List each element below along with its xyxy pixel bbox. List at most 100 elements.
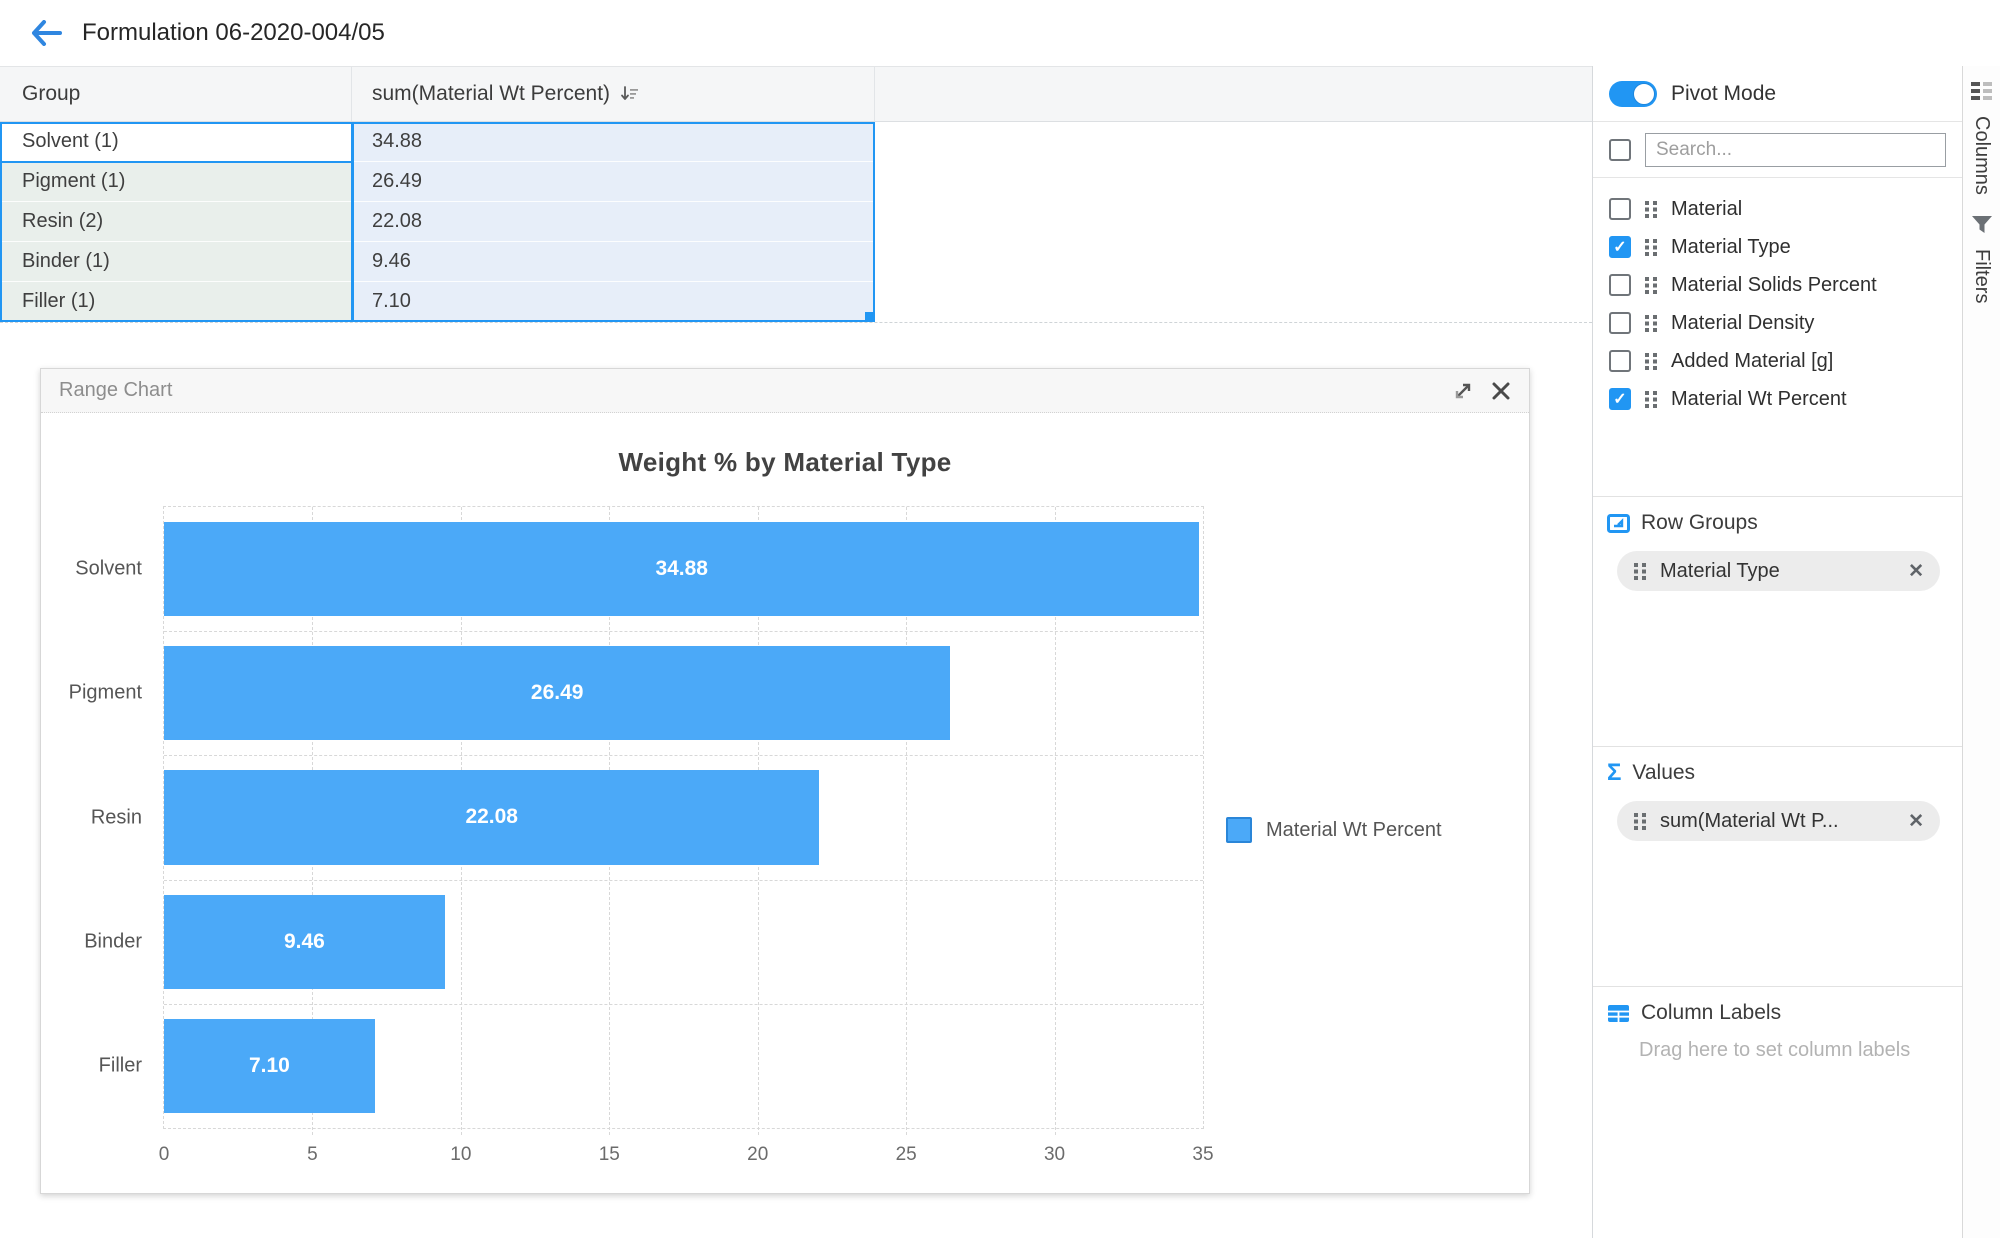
column-checkbox[interactable] [1609,388,1631,410]
table-row[interactable]: Binder (1) 9.46 [0,242,875,282]
table-row[interactable]: Filler (1) 7.10 [0,282,875,322]
value-cell[interactable]: 9.46 [352,242,875,282]
tab-filters[interactable]: Filters [1970,215,1993,303]
search-input[interactable] [1645,132,1946,167]
column-item-label: Material Solids Percent [1671,273,1877,296]
column-header-group[interactable]: Group [0,67,352,121]
column-checkbox[interactable] [1609,312,1631,334]
category-label: Pigment [68,681,142,704]
back-button[interactable] [28,15,64,51]
remove-icon[interactable]: ✕ [1908,560,1924,582]
grid-header: Group sum(Material Wt Percent) [0,66,1592,122]
column-list: Material Material Type Material Solids P… [1593,178,1962,426]
main-content: Group sum(Material Wt Percent) Solvent (… [0,66,2000,1238]
gridline [164,755,1203,757]
expand-button[interactable] [1451,379,1475,403]
x-tick-label: 25 [895,1144,917,1165]
column-header-value-label: sum(Material Wt Percent) [372,82,611,105]
chart-panel-titlebar[interactable]: Range Chart [41,369,1529,413]
column-item-material[interactable]: Material [1609,190,1946,228]
drag-grip-icon [1634,562,1646,580]
table-row[interactable]: Pigment (1) 26.49 [0,162,875,202]
row-groups-section: Row Groups Material Type ✕ [1593,496,1962,746]
bar-value-label: 9.46 [283,929,325,953]
app-header: Formulation 06-2020-004/05 [0,0,2000,66]
tab-columns[interactable]: Columns [1970,80,1994,195]
columns-panel-icon [1970,82,1992,100]
side-tab-strip: Columns Filters [1962,66,2000,1238]
chart-panel-title: Range Chart [59,379,173,401]
values-section: Σ Values sum(Material Wt P... ✕ [1593,746,1962,986]
drag-grip-icon [1645,390,1657,408]
bar-value-label: 7.10 [248,1053,290,1077]
x-tick-label: 35 [1192,1144,1214,1165]
drag-grip-icon [1645,238,1657,256]
legend-marker [1226,817,1252,843]
filter-icon [1971,215,1992,233]
bar-slot: 7.10 [164,1004,1203,1128]
x-tick-label: 5 [307,1144,318,1165]
column-checkbox[interactable] [1609,198,1631,220]
value-cell[interactable]: 7.10 [352,282,875,322]
column-labels-drop-hint: Drag here to set column labels [1639,1039,1911,1061]
values-title: Values [1632,761,1696,784]
tab-filters-label: Filters [1971,248,1993,304]
back-arrow-icon [32,20,62,46]
row-groups-header: Row Groups [1607,511,1948,535]
pivot-mode-toggle[interactable] [1609,80,1657,107]
range-fill-handle[interactable] [865,312,875,322]
toggle-knob [1633,82,1655,105]
pivot-mode-row: Pivot Mode [1593,66,1962,122]
group-cell[interactable]: Binder (1) [0,242,352,282]
value-cell[interactable]: 22.08 [352,202,875,242]
category-label: Resin [90,806,142,828]
column-checkbox[interactable] [1609,350,1631,372]
column-checkbox[interactable] [1609,274,1631,296]
column-item-material-density[interactable]: Material Density [1609,304,1946,342]
gridline [906,507,908,1135]
value-cell[interactable]: 34.88 [352,122,875,162]
value-pill[interactable]: sum(Material Wt P... ✕ [1617,801,1940,841]
column-item-material-type[interactable]: Material Type [1609,228,1946,266]
bar-slot: 22.08 [164,755,1203,879]
chart-title: Weight % by Material Type [618,447,952,477]
close-button[interactable] [1491,381,1511,401]
category-label: Filler [98,1054,142,1077]
values-header: Σ Values [1607,761,1948,785]
sort-descending-icon [621,86,639,100]
gridline [164,1003,1203,1005]
column-item-label: Material Type [1671,235,1791,258]
x-tick-label: 0 [158,1144,170,1165]
value-cell[interactable]: 26.49 [352,162,875,202]
drag-grip-icon [1645,276,1657,294]
column-header-group-label: Group [22,82,81,105]
value-pill-label: sum(Material Wt P... [1660,809,1839,832]
column-item-material-solids-percent[interactable]: Material Solids Percent [1609,266,1946,304]
drag-grip-icon [1645,352,1657,370]
bar-resin: 22.08 [164,770,820,865]
group-cell[interactable]: Resin (2) [0,202,352,242]
column-header-value[interactable]: sum(Material Wt Percent) [352,67,875,121]
column-item-added-material[interactable]: Added Material [g] [1609,342,1946,380]
table-row[interactable]: Resin (2) 22.08 [0,202,875,242]
row-groups-icon [1607,513,1630,533]
group-cell[interactable]: Pigment (1) [0,162,352,202]
row-group-pill[interactable]: Material Type ✕ [1617,551,1940,591]
column-checkbox[interactable] [1609,236,1631,258]
group-cell[interactable]: Solvent (1) [0,122,352,162]
column-labels-title: Column Labels [1641,1001,1782,1024]
grid-area: Group sum(Material Wt Percent) Solvent (… [0,66,1592,1238]
page-title: Formulation 06-2020-004/05 [82,19,385,46]
group-cell[interactable]: Filler (1) [0,282,352,322]
column-header-empty [875,67,1592,121]
bar-value-label: 26.49 [530,681,584,705]
remove-icon[interactable]: ✕ [1908,810,1924,832]
legend-item[interactable]: Material Wt Percent [1226,817,1442,843]
select-all-checkbox[interactable] [1609,138,1631,161]
bar-pigment: 26.49 [164,646,951,741]
bar-slot: 34.88 [164,507,1203,631]
table-row[interactable]: Solvent (1) 34.88 [0,122,875,162]
category-label: Solvent [75,557,142,580]
column-item-material-wt-percent[interactable]: Material Wt Percent [1609,380,1946,418]
